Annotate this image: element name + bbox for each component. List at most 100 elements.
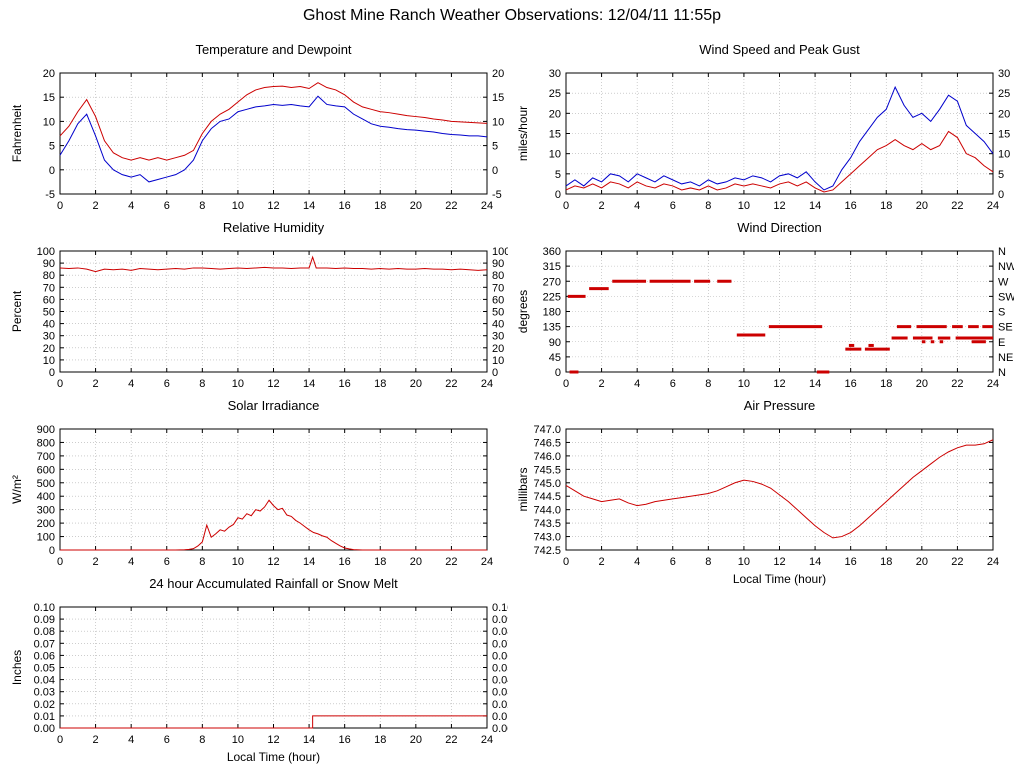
svg-text:W: W bbox=[998, 276, 1009, 288]
svg-text:0.00: 0.00 bbox=[34, 723, 55, 735]
svg-text:24: 24 bbox=[481, 734, 493, 746]
svg-text:Local Time (hour): Local Time (hour) bbox=[227, 750, 320, 764]
svg-text:0: 0 bbox=[57, 200, 63, 212]
svg-text:6: 6 bbox=[670, 378, 676, 390]
svg-text:4: 4 bbox=[128, 556, 134, 568]
svg-text:20: 20 bbox=[549, 108, 561, 120]
svg-text:N: N bbox=[998, 367, 1006, 379]
svg-text:0.03: 0.03 bbox=[34, 687, 55, 699]
svg-text:135: 135 bbox=[543, 322, 561, 334]
chart-title-rainfall: 24 hour Accumulated Rainfall or Snow Mel… bbox=[149, 576, 398, 591]
chart-relative-humidity: Relative Humidity 0 2 4 6 8 10 12 14 16 18 20 22 24 0… bbox=[8, 218, 508, 410]
svg-text:15: 15 bbox=[998, 129, 1010, 141]
svg-text:200: 200 bbox=[37, 518, 55, 530]
svg-text:743.5: 743.5 bbox=[533, 518, 561, 530]
svg-text:0.08: 0.08 bbox=[492, 626, 508, 638]
svg-text:300: 300 bbox=[37, 505, 55, 517]
svg-text:Local Time (hour): Local Time (hour) bbox=[733, 572, 826, 586]
svg-text:745.0: 745.0 bbox=[533, 478, 561, 490]
page-title: Ghost Mine Ranch Weather Observations: 1… bbox=[302, 7, 722, 24]
chart-solar-irradiance: Solar Irradiance 0 2 4 6 8 10 12 14 16 18 20 22 24 0 1… bbox=[8, 396, 508, 588]
chart-rainfall: 24 hour Accumulated Rainfall or Snow Mel… bbox=[8, 574, 508, 766]
svg-text:0: 0 bbox=[57, 556, 63, 568]
svg-text:10: 10 bbox=[738, 200, 750, 212]
svg-text:10: 10 bbox=[43, 116, 55, 128]
svg-text:10: 10 bbox=[232, 556, 244, 568]
svg-text:8: 8 bbox=[705, 378, 711, 390]
svg-text:747.0: 747.0 bbox=[533, 424, 561, 436]
chart-title-humidity: Relative Humidity bbox=[222, 220, 325, 235]
svg-text:10: 10 bbox=[232, 378, 244, 390]
svg-text:90: 90 bbox=[492, 258, 504, 270]
svg-text:743.0: 743.0 bbox=[533, 532, 561, 544]
svg-text:746.5: 746.5 bbox=[533, 437, 561, 449]
svg-text:0: 0 bbox=[555, 367, 561, 379]
svg-text:8: 8 bbox=[705, 556, 711, 568]
svg-text:20: 20 bbox=[410, 734, 422, 746]
svg-text:8: 8 bbox=[199, 200, 205, 212]
svg-text:70: 70 bbox=[43, 282, 55, 294]
svg-text:4: 4 bbox=[634, 378, 640, 390]
svg-text:400: 400 bbox=[37, 491, 55, 503]
svg-text:14: 14 bbox=[809, 378, 821, 390]
svg-text:22: 22 bbox=[445, 200, 457, 212]
svg-text:5: 5 bbox=[49, 141, 55, 153]
svg-text:18: 18 bbox=[374, 556, 386, 568]
svg-text:0.10: 0.10 bbox=[34, 602, 55, 614]
svg-text:500: 500 bbox=[37, 478, 55, 490]
chart-wind-direction: Wind Direction 0 2 4 6 8 10 12 14 16 18 20 22 24 0 N 45… bbox=[514, 218, 1014, 410]
svg-text:22: 22 bbox=[445, 378, 457, 390]
svg-text:20: 20 bbox=[410, 378, 422, 390]
svg-text:0.08: 0.08 bbox=[34, 626, 55, 638]
svg-text:22: 22 bbox=[445, 556, 457, 568]
svg-text:70: 70 bbox=[492, 282, 504, 294]
svg-text:12: 12 bbox=[773, 200, 785, 212]
svg-text:60: 60 bbox=[492, 294, 504, 306]
svg-text:NW: NW bbox=[998, 261, 1014, 273]
svg-text:SE: SE bbox=[998, 322, 1013, 334]
svg-text:10: 10 bbox=[549, 149, 561, 161]
svg-text:20: 20 bbox=[492, 343, 504, 355]
svg-text:12: 12 bbox=[267, 556, 279, 568]
svg-text:18: 18 bbox=[880, 200, 892, 212]
chart-title-solar: Solar Irradiance bbox=[227, 398, 320, 413]
svg-text:30: 30 bbox=[549, 68, 561, 80]
svg-text:100: 100 bbox=[37, 246, 55, 258]
chart-canvas: 0 2 4 6 8 10 12 14 16 18 20 22 24742.5743.0743.5744.… bbox=[516, 424, 999, 586]
svg-text:miles/hour: miles/hour bbox=[516, 106, 530, 161]
svg-text:30: 30 bbox=[998, 68, 1010, 80]
svg-text:0.07: 0.07 bbox=[34, 638, 55, 650]
svg-text:0.07: 0.07 bbox=[492, 638, 508, 650]
svg-text:100: 100 bbox=[492, 246, 508, 258]
svg-text:24: 24 bbox=[481, 556, 493, 568]
svg-text:2: 2 bbox=[599, 556, 605, 568]
svg-text:742.5: 742.5 bbox=[533, 545, 561, 557]
svg-text:10: 10 bbox=[492, 355, 504, 367]
svg-text:20: 20 bbox=[916, 200, 928, 212]
svg-text:700: 700 bbox=[37, 451, 55, 463]
svg-text:0: 0 bbox=[563, 556, 569, 568]
svg-text:0.01: 0.01 bbox=[34, 711, 55, 723]
svg-text:18: 18 bbox=[374, 734, 386, 746]
svg-text:0.05: 0.05 bbox=[34, 663, 55, 675]
svg-text:12: 12 bbox=[267, 734, 279, 746]
svg-text:10: 10 bbox=[998, 149, 1010, 161]
svg-text:16: 16 bbox=[339, 200, 351, 212]
svg-text:16: 16 bbox=[339, 734, 351, 746]
svg-text:10: 10 bbox=[738, 378, 750, 390]
svg-text:8: 8 bbox=[199, 556, 205, 568]
svg-text:12: 12 bbox=[267, 378, 279, 390]
svg-text:744.5: 744.5 bbox=[533, 491, 561, 503]
svg-text:80: 80 bbox=[492, 270, 504, 282]
svg-text:0: 0 bbox=[563, 200, 569, 212]
svg-text:15: 15 bbox=[43, 92, 55, 104]
svg-text:2: 2 bbox=[93, 556, 99, 568]
svg-text:degrees: degrees bbox=[516, 290, 530, 333]
svg-text:14: 14 bbox=[303, 734, 315, 746]
svg-text:N: N bbox=[998, 246, 1006, 258]
rainfall-plot: 0246810121416182022240.000.000.010.010.0… bbox=[8, 594, 508, 764]
svg-text:14: 14 bbox=[303, 556, 315, 568]
svg-text:14: 14 bbox=[303, 378, 315, 390]
svg-text:10: 10 bbox=[492, 116, 504, 128]
